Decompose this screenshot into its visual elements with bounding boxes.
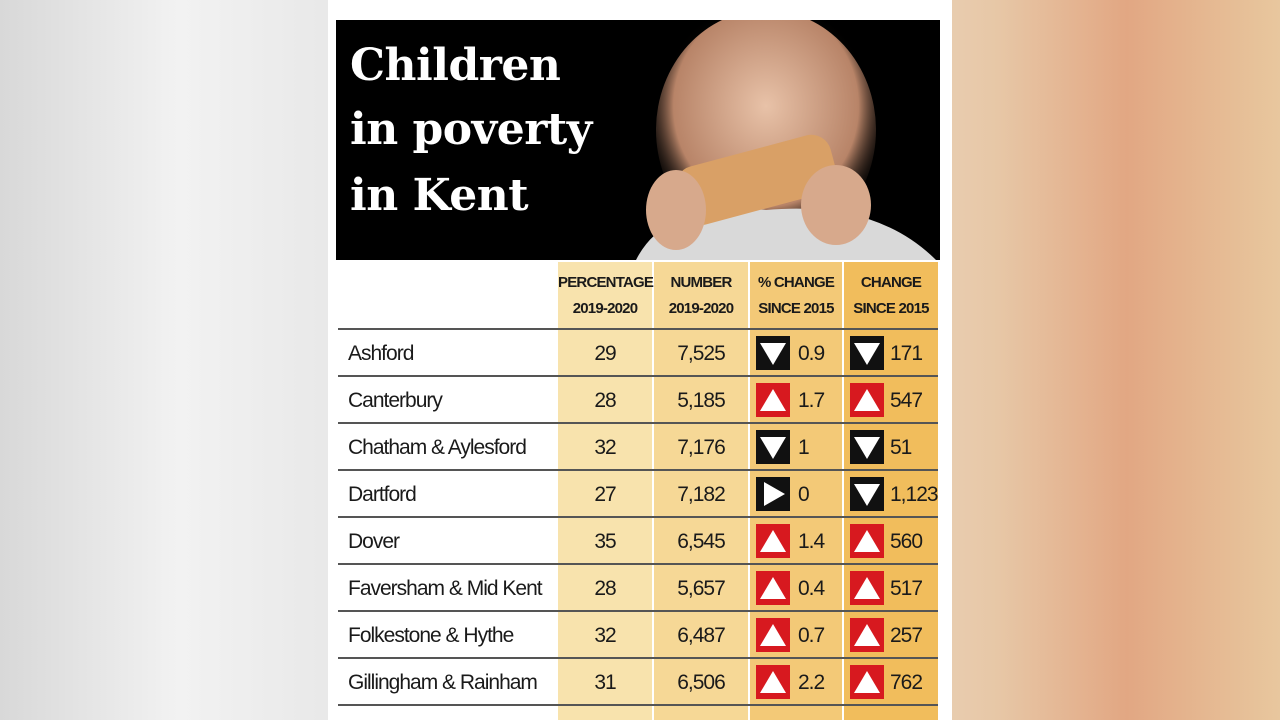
row-separator (338, 328, 938, 330)
column-header: CHANGE SINCE 2015 (844, 270, 938, 322)
header-line: PERCENTAGE (558, 274, 654, 291)
title-line: in poverty (350, 104, 592, 155)
change: 560 (890, 529, 923, 553)
trend-icon (850, 571, 884, 605)
percentage: 29 (594, 341, 616, 365)
percentage: 31 (594, 670, 616, 694)
trend-icon (756, 430, 790, 464)
column-band (654, 262, 748, 720)
header-line: 2019-2020 (572, 300, 638, 317)
trend-icon (756, 524, 790, 558)
change: 547 (890, 388, 923, 412)
trend-icon (850, 524, 884, 558)
number: 7,176 (677, 435, 726, 459)
row-separator (338, 516, 938, 518)
row-separator (338, 704, 938, 706)
trend-icon (850, 430, 884, 464)
change: 51 (890, 435, 912, 459)
area-name: Dartford (348, 482, 417, 506)
percent-change: 0 (798, 482, 810, 506)
area-name: Chatham & Aylesford (348, 435, 527, 459)
area-name: Gillingham & Rainham (348, 670, 538, 694)
header-line: 2019-2020 (668, 300, 734, 317)
percentage: 28 (594, 576, 616, 600)
area-name: Folkestone & Hythe (348, 623, 514, 647)
column-header: % CHANGE SINCE 2015 (750, 270, 842, 322)
column-header: NUMBER 2019-2020 (654, 270, 748, 322)
area-name: Dover (348, 529, 400, 553)
header-line: CHANGE (860, 274, 922, 291)
title-line: Children (350, 40, 561, 91)
trend-icon (756, 383, 790, 417)
number: 6,506 (677, 670, 726, 694)
trend-icon (850, 477, 884, 511)
number: 5,657 (677, 576, 726, 600)
change: 171 (890, 341, 923, 365)
header-line: % CHANGE (757, 274, 835, 291)
header-line: SINCE 2015 (853, 300, 929, 317)
percentage: 32 (594, 623, 616, 647)
title-line: in Kent (350, 170, 529, 221)
change: 257 (890, 623, 923, 647)
row-separator (338, 610, 938, 612)
percent-change: 1 (798, 435, 810, 459)
percent-change: 1.7 (798, 388, 825, 412)
trend-icon (850, 383, 884, 417)
row-separator (338, 469, 938, 471)
percent-change: 0.7 (798, 623, 825, 647)
trend-icon (756, 336, 790, 370)
percent-change: 0.4 (798, 576, 825, 600)
number: 6,487 (677, 623, 726, 647)
row-separator (338, 563, 938, 565)
area-name: Canterbury (348, 388, 443, 412)
percent-change: 1.4 (798, 529, 825, 553)
header-banner: Children in poverty in Kent (336, 20, 940, 260)
change: 517 (890, 576, 923, 600)
row-separator (338, 657, 938, 659)
trend-icon (850, 336, 884, 370)
percent-change: 0.9 (798, 341, 825, 365)
percentage: 32 (594, 435, 616, 459)
header-line: SINCE 2015 (758, 300, 834, 317)
trend-icon (756, 618, 790, 652)
percentage: 35 (594, 529, 616, 553)
number: 5,185 (677, 388, 726, 412)
column-header: PERCENTAGE 2019-2020 (558, 270, 654, 322)
percentage: 28 (594, 388, 616, 412)
change: 762 (890, 670, 923, 694)
area-name: Faversham & Mid Kent (348, 576, 543, 600)
row-separator (338, 375, 938, 377)
trend-icon (756, 665, 790, 699)
header-line: NUMBER (670, 274, 732, 291)
column-band (558, 262, 652, 720)
trend-icon (850, 618, 884, 652)
number: 6,545 (677, 529, 726, 553)
percentage: 27 (594, 482, 616, 506)
child-photo (636, 20, 936, 260)
trend-icon (756, 477, 790, 511)
trend-icon (850, 665, 884, 699)
number: 7,525 (677, 341, 726, 365)
percent-change: 2.2 (798, 670, 825, 694)
trend-icon (756, 571, 790, 605)
change: 1,123 (890, 482, 939, 506)
number: 7,182 (677, 482, 726, 506)
row-separator (338, 422, 938, 424)
area-name: Ashford (348, 341, 414, 365)
